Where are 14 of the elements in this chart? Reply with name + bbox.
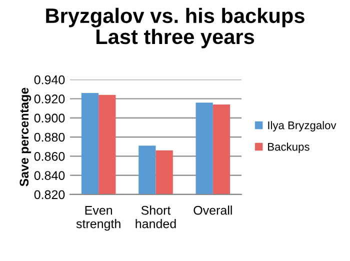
y-tick-label: 0.840 [34, 171, 65, 180]
chart-title: Bryzgalov vs. his backups Last three years [46, 8, 304, 48]
y-tick-label: 0.820 [34, 190, 65, 200]
y-tick-label: 0.900 [34, 114, 65, 123]
legend-label: Ilya Bryzgalov [268, 121, 336, 132]
x-tick-label: Short handed [136, 206, 176, 228]
y-tick-label: 0.880 [34, 132, 65, 142]
legend-label: Backups [268, 142, 310, 153]
y-tick-label: 0.920 [34, 94, 65, 104]
y-axis-title: Save percentage [20, 88, 32, 186]
x-tick-label: Overall [194, 206, 232, 215]
y-tick-label: 0.860 [34, 152, 65, 161]
x-tick-label: Even strength [76, 206, 120, 231]
y-tick-label: 0.940 [34, 75, 65, 84]
